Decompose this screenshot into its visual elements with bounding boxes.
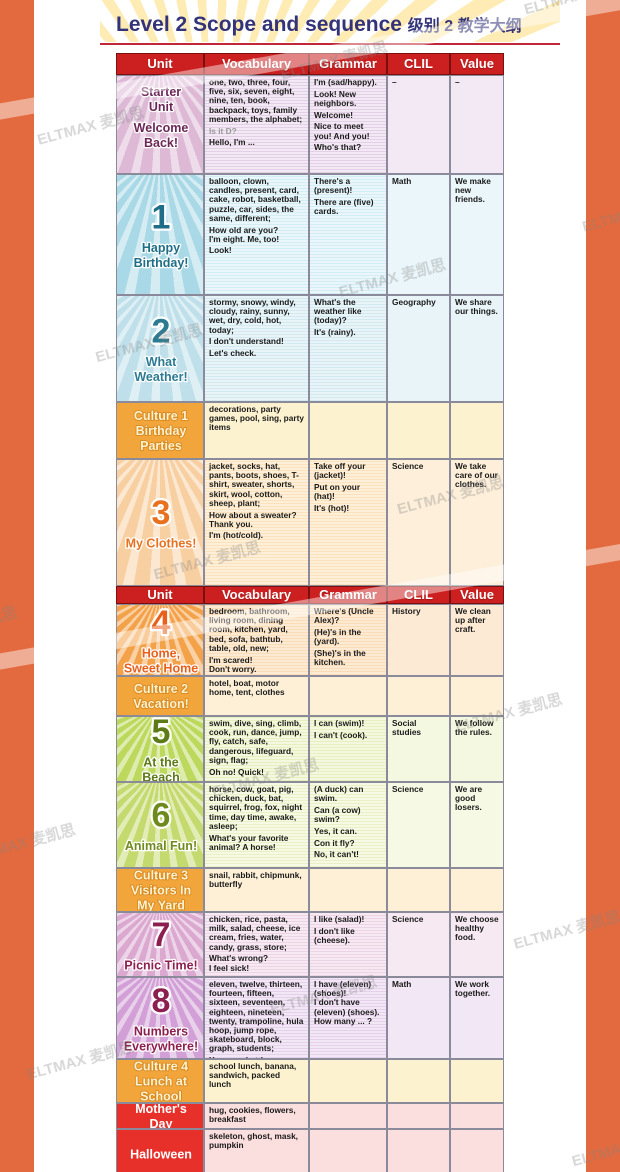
svg-text:5: 5 — [152, 717, 171, 751]
svg-text:6: 6 — [152, 797, 171, 835]
svg-text:Birthday: Birthday — [136, 424, 187, 438]
svg-text:Unit: Unit — [149, 100, 174, 114]
svg-text:7: 7 — [152, 916, 171, 954]
svg-text:8: 8 — [152, 982, 171, 1020]
svg-text:Parties: Parties — [140, 439, 182, 453]
svg-text:Home,: Home, — [142, 646, 180, 660]
svg-text:2: 2 — [152, 313, 171, 351]
svg-text:Beach: Beach — [142, 770, 180, 782]
svg-text:Back!: Back! — [144, 136, 178, 150]
svg-text:Culture 1: Culture 1 — [134, 409, 188, 423]
svg-text:Weather!: Weather! — [134, 370, 187, 384]
svg-text:My Yard: My Yard — [137, 899, 185, 912]
svg-text:Animal Fun!: Animal Fun! — [125, 839, 197, 853]
svg-text:Halloween: Halloween — [130, 1148, 192, 1162]
svg-text:Mother's: Mother's — [135, 1104, 187, 1116]
svg-text:Culture 2: Culture 2 — [134, 682, 188, 696]
svg-text:Lunch at: Lunch at — [135, 1075, 188, 1089]
svg-text:Culture 4: Culture 4 — [134, 1060, 188, 1074]
svg-text:At the: At the — [143, 755, 178, 769]
svg-text:Day: Day — [150, 1117, 173, 1129]
svg-text:Visitors In: Visitors In — [131, 884, 191, 898]
svg-text:3: 3 — [152, 494, 171, 532]
svg-text:Happy: Happy — [142, 241, 180, 255]
svg-text:Numbers: Numbers — [134, 1024, 188, 1038]
svg-text:Birthday!: Birthday! — [134, 256, 189, 270]
svg-text:Picnic Time!: Picnic Time! — [124, 958, 197, 972]
svg-text:What: What — [146, 355, 177, 369]
svg-text:My Clothes!: My Clothes! — [126, 536, 197, 550]
svg-text:Sweet Home: Sweet Home — [124, 661, 198, 675]
svg-text:School: School — [140, 1090, 182, 1103]
svg-text:1: 1 — [152, 199, 171, 237]
svg-text:Culture 3: Culture 3 — [134, 869, 188, 883]
svg-text:Vacation!: Vacation! — [133, 697, 189, 711]
svg-text:Everywhere!: Everywhere! — [124, 1039, 198, 1053]
svg-text:Welcome: Welcome — [134, 121, 189, 135]
